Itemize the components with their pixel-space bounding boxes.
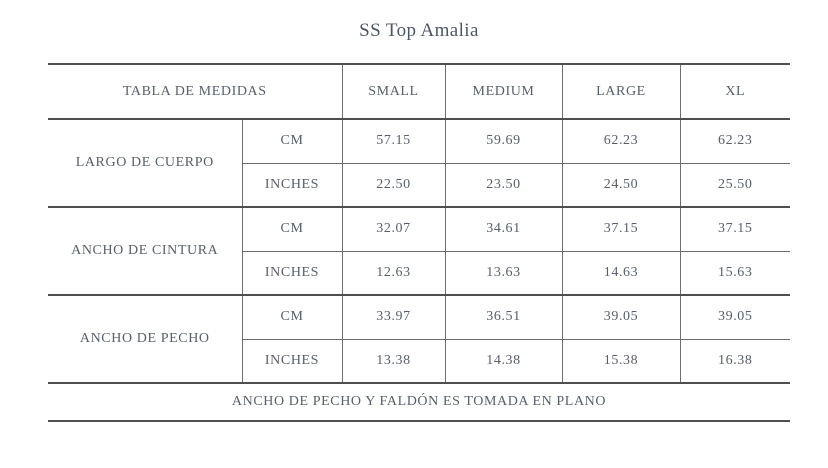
value-cell: 39.05 [679, 294, 790, 340]
value-cell: 62.23 [679, 118, 790, 164]
value-cell: 14.38 [444, 338, 563, 384]
value-cell: 16.38 [679, 338, 790, 384]
value-cell: 12.63 [341, 250, 446, 296]
col-header-medium: MEDIUM [444, 63, 563, 120]
value-cell: 57.15 [341, 118, 446, 164]
row-label-largo-de-cuerpo: LARGO DE CUERPO [48, 118, 243, 208]
value-cell: 62.23 [561, 118, 681, 164]
size-chart-table: TABLA DE MEDIDAS SMALL MEDIUM LARGE XL L… [48, 63, 790, 422]
row-label-ancho-de-cintura: ANCHO DE CINTURA [48, 206, 243, 296]
unit-label-inches: INCHES [241, 250, 343, 296]
value-cell: 34.61 [444, 206, 563, 252]
table-row-largo-inches: INCHES 22.50 23.50 24.50 25.50 [48, 162, 790, 208]
value-cell: 33.97 [341, 294, 446, 340]
value-cell: 22.50 [341, 162, 446, 208]
value-cell: 32.07 [341, 206, 446, 252]
row-label-ancho-de-pecho: ANCHO DE PECHO [48, 294, 243, 384]
value-cell: 15.63 [679, 250, 790, 296]
footer-note: ANCHO DE PECHO Y FALDÓN ES TOMADA EN PLA… [48, 382, 790, 422]
value-cell: 24.50 [561, 162, 681, 208]
page-title: SS Top Amalia [359, 20, 479, 41]
value-cell: 39.05 [561, 294, 681, 340]
table-row-pecho-cm: ANCHO DE PECHO CM 33.97 36.51 39.05 39.0… [48, 294, 790, 384]
value-cell: 13.63 [444, 250, 563, 296]
col-header-xl: XL [679, 63, 790, 120]
value-cell: 13.38 [341, 338, 446, 384]
value-cell: 25.50 [679, 162, 790, 208]
value-cell: 15.38 [561, 338, 681, 384]
col-header-large: LARGE [561, 63, 681, 120]
value-cell: 23.50 [444, 162, 563, 208]
unit-label-cm: CM [241, 206, 343, 252]
table-row-cintura-cm: ANCHO DE CINTURA CM 32.07 34.61 37.15 37… [48, 206, 790, 296]
value-cell: 59.69 [444, 118, 563, 164]
table-row-cintura-inches: INCHES 12.63 13.63 14.63 15.63 [48, 250, 790, 296]
unit-label-inches: INCHES [241, 162, 343, 208]
unit-label-cm: CM [241, 118, 343, 164]
unit-label-inches: INCHES [241, 338, 343, 384]
table-row-largo-cm: LARGO DE CUERPO CM 57.15 59.69 62.23 62.… [48, 118, 790, 208]
header-row: TABLA DE MEDIDAS SMALL MEDIUM LARGE XL [48, 63, 790, 120]
value-cell: 37.15 [679, 206, 790, 252]
col-header-small: SMALL [341, 63, 446, 120]
unit-label-cm: CM [241, 294, 343, 340]
table-header-label: TABLA DE MEDIDAS [48, 63, 343, 120]
value-cell: 37.15 [561, 206, 681, 252]
footer-row: ANCHO DE PECHO Y FALDÓN ES TOMADA EN PLA… [48, 382, 790, 422]
value-cell: 36.51 [444, 294, 563, 340]
value-cell: 14.63 [561, 250, 681, 296]
